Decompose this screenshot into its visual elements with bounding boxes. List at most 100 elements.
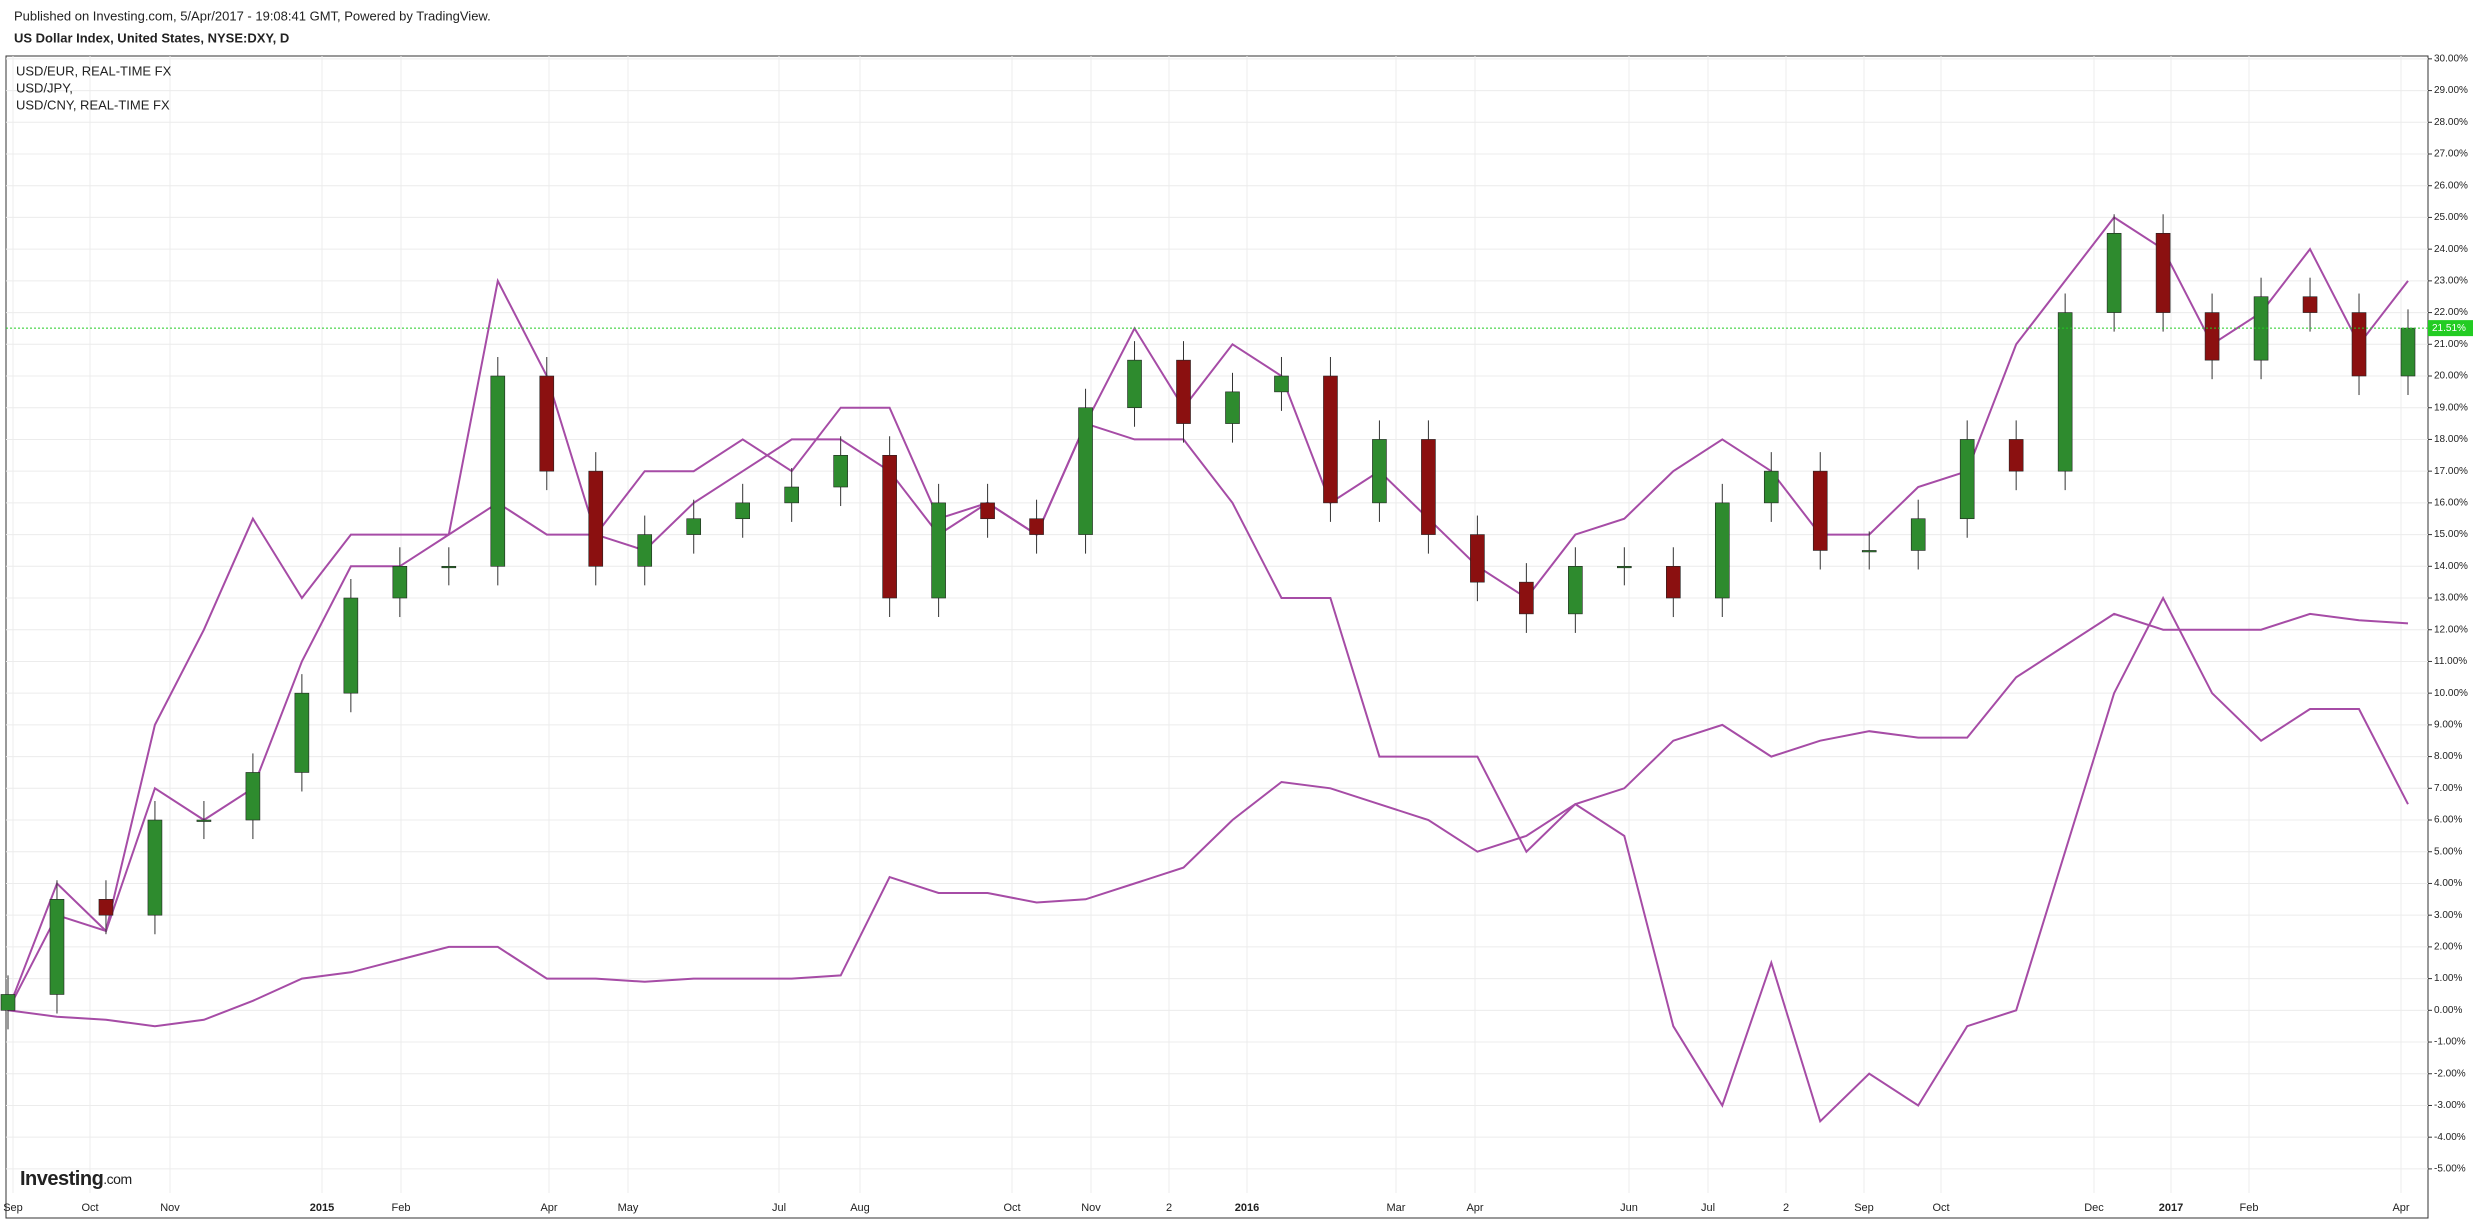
y-tick-label: 2.00% — [2434, 942, 2462, 953]
y-tick-label: -4.00% — [2434, 1132, 2466, 1143]
candle-body — [1861, 550, 1877, 553]
legend-entry: USD/CNY, REAL-TIME FX — [16, 97, 170, 112]
candle-body — [392, 566, 408, 599]
y-tick-label: -2.00% — [2434, 1068, 2466, 1079]
candle-body — [98, 899, 114, 916]
candle-body — [931, 502, 946, 599]
candle-body — [784, 486, 799, 504]
series-line — [7, 216, 2409, 1011]
x-tick-label: Jul — [1701, 1202, 1715, 1214]
y-tick-label: 27.00% — [2434, 149, 2468, 160]
candle-body — [1519, 581, 1534, 615]
candle-body — [686, 518, 702, 535]
plot-border — [5, 55, 2429, 1219]
x-tick-label: Aug — [850, 1202, 870, 1214]
series-line — [7, 612, 2409, 1028]
last-value-tag — [2428, 320, 2473, 337]
y-tick-label: 17.00% — [2434, 466, 2468, 477]
x-tick-label: Apr — [540, 1202, 557, 1214]
y-tick-label: 14.00% — [2434, 561, 2468, 572]
candle-body — [294, 692, 310, 773]
candle-body — [2302, 296, 2318, 313]
x-tick-label: Apr — [2392, 1202, 2409, 1214]
candle-body — [245, 772, 261, 821]
y-tick-label: 15.00% — [2434, 529, 2468, 540]
logo-suffix: .com — [103, 1171, 131, 1187]
candle-body — [1225, 391, 1240, 424]
candle-body — [2204, 312, 2220, 361]
y-tick-label: 21.00% — [2434, 339, 2468, 350]
y-tick-label: -3.00% — [2434, 1100, 2466, 1111]
candle-body — [2008, 439, 2024, 472]
y-tick-label: 8.00% — [2434, 751, 2462, 762]
y-tick-label: 18.00% — [2434, 434, 2468, 445]
x-tick-label: Nov — [160, 1202, 180, 1214]
candle-body — [1421, 439, 1436, 535]
y-tick-label: 0.00% — [2434, 1005, 2462, 1016]
y-tick-label: 1.00% — [2434, 973, 2462, 984]
candle-body — [588, 470, 604, 567]
y-tick-label: 22.00% — [2434, 307, 2468, 318]
y-tick-label: 20.00% — [2434, 371, 2468, 382]
logo-name: Investing — [20, 1168, 103, 1190]
candle-body — [196, 819, 212, 822]
candle-body — [1910, 518, 1926, 551]
candle-body — [2155, 232, 2171, 313]
candle-body — [735, 502, 750, 520]
candle-body — [1666, 566, 1681, 599]
y-tick-label: 24.00% — [2434, 244, 2468, 255]
candle-body — [980, 502, 995, 520]
y-tick-label: 5.00% — [2434, 846, 2462, 857]
y-tick-label: 23.00% — [2434, 276, 2468, 287]
candle-body — [1617, 566, 1632, 569]
candle-body — [1029, 518, 1044, 535]
y-tick-label: 9.00% — [2434, 720, 2462, 731]
y-tick-label: 13.00% — [2434, 593, 2468, 604]
y-tick-label: 4.00% — [2434, 878, 2462, 889]
x-tick-label: Sep — [1854, 1202, 1874, 1214]
chart-title: US Dollar Index, United States, NYSE:DXY… — [14, 30, 289, 45]
y-tick-label: 28.00% — [2434, 117, 2468, 128]
candle-body — [2253, 296, 2269, 361]
candle-body — [1274, 375, 1289, 393]
candle-body — [833, 454, 848, 488]
x-tick-label: Dec — [2084, 1202, 2104, 1214]
series-line — [7, 422, 2409, 1124]
x-tick-label: 2016 — [1235, 1202, 1259, 1214]
y-tick-label: 11.00% — [2434, 656, 2467, 667]
y-tick-label: 3.00% — [2434, 910, 2462, 921]
legend-entry: USD/EUR, REAL-TIME FX — [16, 63, 172, 78]
candle-body — [1959, 439, 1975, 520]
x-tick-label: Jun — [1620, 1202, 1638, 1214]
x-tick-label: Jul — [772, 1202, 786, 1214]
candle-body — [2351, 312, 2367, 377]
x-tick-label: Mar — [1387, 1202, 1406, 1214]
candle-body — [2400, 327, 2416, 377]
candle-body — [1176, 359, 1191, 424]
candle-body — [343, 597, 359, 694]
y-tick-label: 7.00% — [2434, 783, 2462, 794]
x-tick-label: 2 — [1166, 1202, 1172, 1214]
last-value-label: 21.51% — [2432, 323, 2466, 334]
candle-body — [441, 566, 457, 569]
y-tick-label: 19.00% — [2434, 402, 2468, 413]
y-tick-label: 30.00% — [2434, 53, 2468, 64]
x-tick-label: 2015 — [310, 1202, 334, 1214]
x-tick-label: May — [618, 1202, 639, 1214]
candle-body — [147, 819, 163, 916]
candle-body — [1714, 502, 1730, 599]
y-tick-label: 26.00% — [2434, 180, 2468, 191]
x-tick-label: Apr — [1466, 1202, 1483, 1214]
logo: Investing.com — [20, 1168, 132, 1190]
y-tick-label: 29.00% — [2434, 85, 2468, 96]
x-tick-label: Oct — [81, 1202, 98, 1214]
candle-body — [1763, 470, 1779, 504]
x-tick-label: Feb — [392, 1202, 411, 1214]
y-tick-label: -1.00% — [2434, 1037, 2466, 1048]
candle-body — [1078, 407, 1093, 535]
y-tick-label: 16.00% — [2434, 498, 2468, 509]
candle-body — [2057, 312, 2073, 472]
candle-body — [1323, 375, 1338, 504]
candle-body — [0, 994, 16, 1011]
